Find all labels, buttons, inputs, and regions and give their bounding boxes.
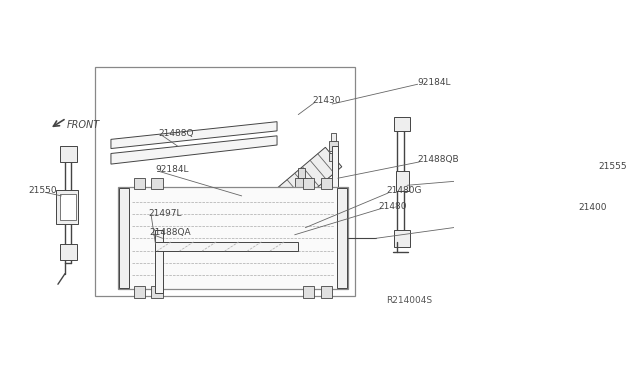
- Polygon shape: [151, 286, 163, 298]
- Polygon shape: [394, 230, 410, 247]
- Polygon shape: [134, 286, 145, 298]
- Polygon shape: [330, 153, 338, 161]
- Text: 21550: 21550: [28, 186, 57, 195]
- Polygon shape: [118, 187, 348, 289]
- Polygon shape: [134, 177, 145, 189]
- Polygon shape: [303, 286, 314, 298]
- Polygon shape: [156, 242, 298, 251]
- Text: FRONT: FRONT: [67, 119, 100, 129]
- Polygon shape: [151, 177, 163, 189]
- Polygon shape: [337, 188, 347, 288]
- Polygon shape: [56, 190, 79, 224]
- Polygon shape: [298, 169, 305, 178]
- Polygon shape: [330, 141, 338, 151]
- Polygon shape: [111, 136, 277, 164]
- Polygon shape: [60, 244, 77, 260]
- Polygon shape: [237, 231, 246, 239]
- Polygon shape: [268, 202, 279, 213]
- Text: 21480G: 21480G: [386, 186, 421, 195]
- Polygon shape: [396, 171, 408, 191]
- Text: 21430: 21430: [312, 96, 341, 105]
- Polygon shape: [332, 147, 338, 263]
- Text: R214004S: R214004S: [387, 296, 433, 305]
- Polygon shape: [303, 177, 314, 189]
- Text: 92184L: 92184L: [417, 78, 451, 87]
- Text: 21497L: 21497L: [148, 209, 182, 218]
- Text: 21480: 21480: [378, 202, 406, 211]
- Polygon shape: [331, 133, 337, 141]
- Text: 21400: 21400: [579, 203, 607, 212]
- Polygon shape: [60, 195, 76, 220]
- Text: 92184L: 92184L: [156, 164, 189, 173]
- Text: 21488QB: 21488QB: [417, 155, 459, 164]
- Polygon shape: [156, 230, 163, 294]
- Text: 21488Q: 21488Q: [158, 129, 194, 138]
- Polygon shape: [321, 286, 332, 298]
- Polygon shape: [394, 117, 410, 131]
- Polygon shape: [118, 188, 129, 288]
- Polygon shape: [111, 122, 277, 148]
- Polygon shape: [321, 177, 332, 189]
- Text: 21488QA: 21488QA: [150, 228, 191, 237]
- Polygon shape: [269, 193, 278, 203]
- Polygon shape: [234, 147, 342, 244]
- Text: 21555: 21555: [598, 163, 627, 171]
- Polygon shape: [296, 178, 307, 189]
- Polygon shape: [60, 147, 77, 162]
